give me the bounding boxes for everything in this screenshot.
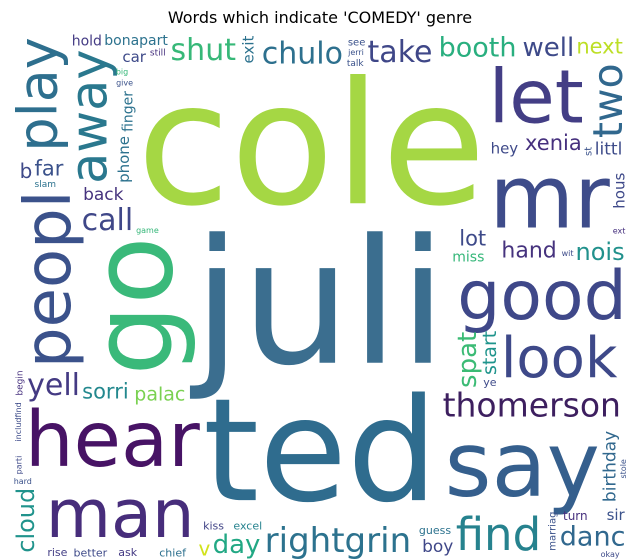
word-jerri: jerri (347, 48, 364, 57)
word-give: give (116, 78, 133, 87)
word-better: better (74, 546, 108, 559)
word-kiss: kiss (203, 520, 224, 533)
word-parti: parti (14, 456, 23, 475)
word-begin: begin (16, 370, 26, 395)
word-bonapart: bonapart (104, 33, 168, 49)
word-good: good (457, 257, 627, 336)
word-next: next (576, 34, 623, 58)
word-thomerson: thomerson (443, 386, 621, 425)
word-peopl: peopl (12, 190, 86, 368)
word-stole: stole (619, 459, 628, 478)
word-day: day (213, 530, 261, 559)
word-talk: talk (347, 59, 365, 69)
word-boy: boy (422, 537, 453, 557)
word-nois: nois (576, 238, 625, 266)
word-sorri: sorri (82, 380, 129, 404)
word-okay: okay (601, 550, 620, 559)
word-wit: wit (562, 249, 574, 258)
word-ted: ted (203, 367, 438, 534)
word-let: let (489, 55, 584, 141)
word-miss: miss (452, 249, 484, 265)
word-play: play (12, 37, 69, 151)
word-hey: hey (491, 140, 519, 158)
word-hold: hold (72, 34, 102, 50)
word-mr: mr (489, 146, 610, 248)
word-xenia: xenia (525, 131, 582, 155)
chart-title: Words which indicate 'COMEDY' genre (167, 8, 473, 27)
word-marriag: marriag (548, 512, 559, 551)
word-includfind: includfind (14, 402, 23, 441)
word-see: see (348, 37, 366, 48)
word-danc: danc (560, 521, 626, 552)
word-guess: guess (419, 524, 451, 537)
word-exit: exit (239, 35, 257, 63)
word-lot: lot (459, 227, 486, 251)
word-hous: hous (611, 173, 628, 209)
word-chief: chief (159, 546, 187, 559)
word-still: still (150, 49, 166, 59)
word-ask: ask (118, 546, 137, 559)
word-slam: slam (35, 180, 56, 190)
word-far: far (35, 156, 64, 180)
word-spat: spat (453, 332, 483, 388)
word-st: st (583, 147, 594, 156)
word-man: man (46, 475, 195, 553)
word-cloud: cloud (12, 488, 40, 553)
word-away: away (60, 49, 119, 183)
word-well: well (522, 33, 574, 63)
word-b: b (20, 159, 33, 183)
word-cole: cole (137, 46, 486, 244)
word-palac: palac (134, 384, 185, 406)
word-shut: shut (171, 33, 237, 68)
word-hard: hard (14, 477, 32, 486)
word-say: say (445, 412, 600, 517)
word-yell: yell (27, 368, 80, 403)
word-go: go (68, 236, 198, 376)
word-booth: booth (439, 33, 517, 63)
word-chulo: chulo (262, 37, 343, 72)
word-hand: hand (501, 239, 556, 264)
word-two: two (584, 63, 628, 138)
word-excel: excel (233, 519, 262, 532)
word-ye: ye (483, 376, 497, 389)
word-call: call (82, 203, 134, 238)
word-start: start (479, 331, 501, 375)
word-big: big (116, 67, 128, 76)
word-rightgrin: rightgrin (265, 521, 411, 559)
word-finger: finger (120, 91, 136, 132)
word-cloud: juli cole ted go good thomerson hear say mr man pe… (12, 33, 628, 559)
word-v: v (199, 536, 211, 559)
word-find: find (456, 508, 541, 559)
word-phone: phone (115, 136, 133, 183)
word-rise: rise (47, 546, 67, 559)
word-take: take (368, 35, 433, 70)
word-hear: hear (25, 396, 200, 485)
word-littl: littl (595, 139, 623, 159)
word-birthday: birthday (600, 431, 620, 502)
word-juli: juli (189, 202, 447, 404)
word-ext: ext (613, 226, 626, 235)
word-turn: turn (563, 509, 588, 523)
word-car: car (122, 48, 146, 66)
word-game: game (136, 226, 159, 235)
word-sir: sir (607, 506, 626, 524)
word-look: look (501, 326, 618, 391)
word-back: back (83, 185, 124, 205)
